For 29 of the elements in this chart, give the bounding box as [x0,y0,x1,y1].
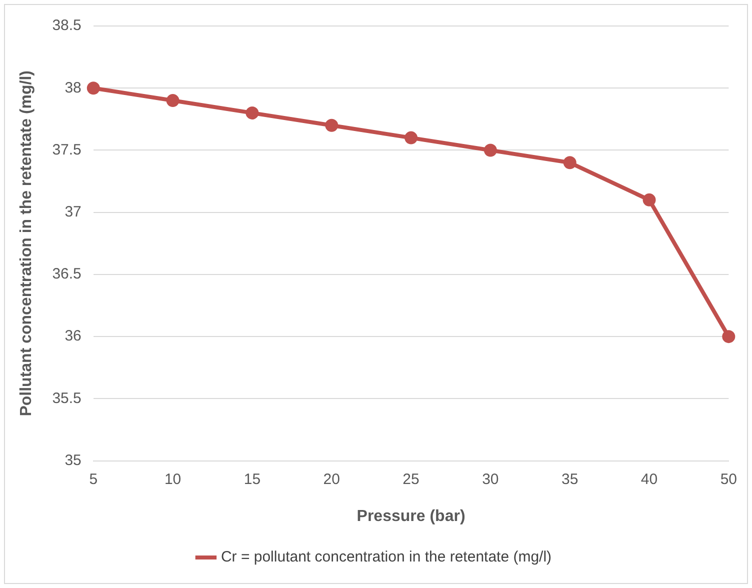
point [642,193,656,206]
x-tick-label: 35 [562,470,578,488]
x-tick-label: 30 [482,470,499,488]
y-tick-label: 37 [64,203,82,220]
x-tick-label: 40 [640,470,658,488]
legend-label: Cr = pollutant concentration in the retentate (mg/l) [220,548,552,566]
y-tick-label: 38.5 [52,17,82,34]
y-tick-label: 36 [64,328,82,345]
x-tick-label: 50 [720,470,737,488]
point [246,106,259,120]
y-tick-label: 37.5 [52,141,82,158]
x-tick-label: 10 [164,470,182,488]
y-tick-label: 35.5 [52,390,82,407]
point [722,330,736,344]
y-axis-title: Pollutant concentration in the retentate (mg/l) [18,70,36,416]
point [404,131,418,144]
y-tick-label: 36.5 [52,266,82,283]
point [484,144,497,157]
x-tick-label: 25 [402,470,420,488]
x-tick-label: 5 [89,470,98,488]
point [325,118,338,132]
x-tick-label: 20 [323,470,340,488]
point [166,94,180,108]
y-tick-label: 35 [64,452,82,469]
x-tick-label: 15 [244,470,261,488]
x-axis-title: Pressure (bar) [356,508,466,525]
point [563,156,576,170]
y-tick-label: 38 [64,79,82,96]
point [86,82,100,95]
